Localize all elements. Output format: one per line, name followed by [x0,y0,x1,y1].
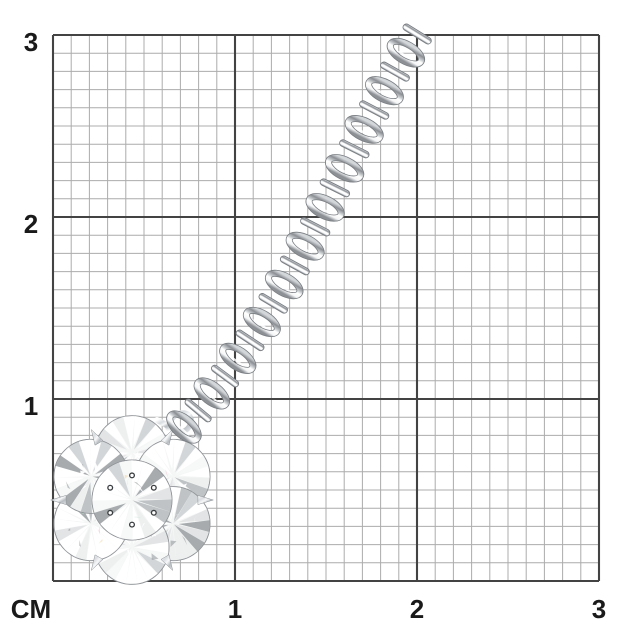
svg-text:3: 3 [24,27,38,57]
svg-text:1: 1 [228,594,242,624]
svg-text:2: 2 [24,209,38,239]
svg-text:3: 3 [592,594,606,624]
svg-text:2: 2 [410,594,424,624]
svg-text:1: 1 [24,391,38,421]
svg-text:CM: CM [11,594,51,624]
